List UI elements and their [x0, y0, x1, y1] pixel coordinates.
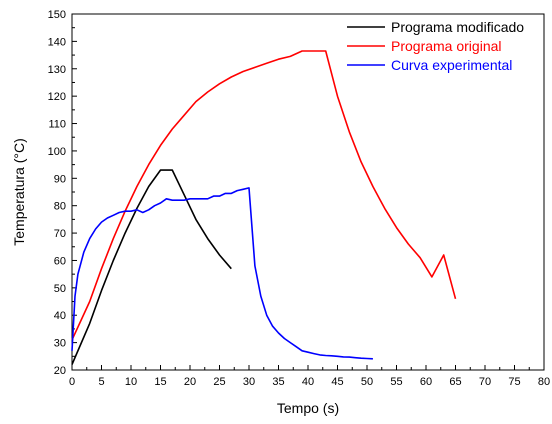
y-tick-label: 130 — [48, 64, 66, 76]
series-line-2 — [71, 50, 457, 341]
y-tick-label: 120 — [48, 91, 66, 103]
x-tick-label: 80 — [538, 376, 550, 388]
legend-label: Programa original — [391, 38, 502, 54]
y-tick-label: 50 — [54, 283, 66, 295]
x-tick-label: 20 — [184, 376, 196, 388]
x-tick-label: 15 — [154, 376, 166, 388]
x-tick-label: 65 — [449, 376, 461, 388]
y-tick-label: 140 — [48, 36, 66, 48]
x-tick-label: 50 — [361, 376, 373, 388]
x-tick-label: 10 — [125, 376, 137, 388]
x-tick-label: 30 — [243, 376, 255, 388]
x-tick-label: 70 — [479, 376, 491, 388]
x-tick-label: 25 — [213, 376, 225, 388]
y-axis-ticks: 20 30 40 50 60 70 80 90 100 110 120 130 140 150 — [48, 9, 77, 377]
x-tick-label: 5 — [98, 376, 104, 388]
x-tick-label: 40 — [302, 376, 314, 388]
x-tick-label: 60 — [420, 376, 432, 388]
series-line-3 — [71, 187, 373, 360]
x-axis-title: Tempo (s) — [277, 400, 339, 416]
y-tick-label: 100 — [48, 146, 66, 158]
series-layer — [71, 50, 457, 365]
y-tick-label: 80 — [54, 201, 66, 213]
x-axis-ticks: 0 5 10 15 20 25 30 35 40 45 50 55 60 65 70 75 80 — [69, 365, 550, 388]
x-tick-label: 35 — [272, 376, 284, 388]
x-tick-label: 75 — [508, 376, 520, 388]
y-axis-title: Temperatura (°C) — [11, 138, 27, 246]
y-tick-label: 30 — [54, 338, 66, 350]
legend: Programa modificado Programa original Curv… — [347, 19, 524, 73]
legend-label: Programa modificado — [391, 19, 524, 35]
y-tick-label: 40 — [54, 310, 66, 322]
x-tick-label: 45 — [331, 376, 343, 388]
y-tick-label: 110 — [48, 119, 66, 131]
series-line-1 — [71, 169, 232, 365]
x-tick-label: 0 — [69, 376, 75, 388]
legend-label: Curva experimental — [391, 57, 512, 73]
y-tick-label: 90 — [54, 173, 66, 185]
y-tick-label: 150 — [48, 9, 66, 21]
x-tick-label: 55 — [390, 376, 402, 388]
y-tick-label: 70 — [54, 228, 66, 240]
y-tick-label: 20 — [54, 365, 66, 377]
y-tick-label: 60 — [54, 255, 66, 267]
